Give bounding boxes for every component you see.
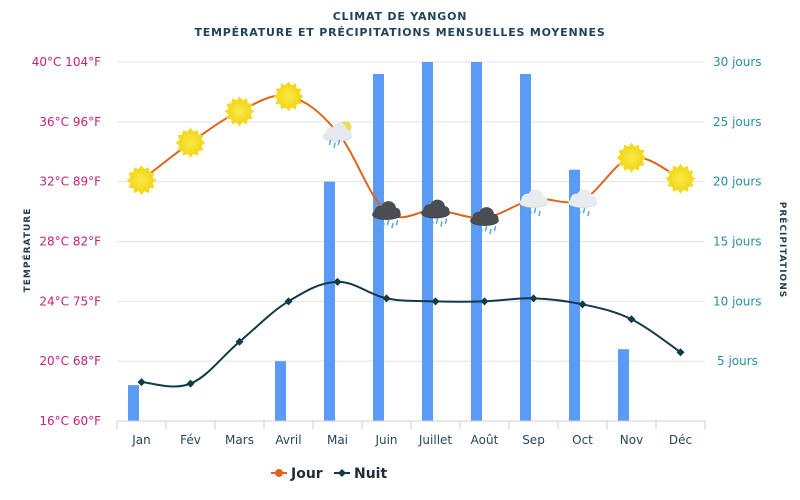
nuit-point[interactable] — [137, 378, 146, 387]
chart-title: CLIMAT DE YANGON — [332, 10, 468, 23]
right-tick-label: 30 jours — [713, 55, 762, 69]
nuit-point[interactable] — [333, 277, 342, 286]
heavy-rain-icon — [421, 199, 450, 227]
x-tick-label: Août — [471, 433, 499, 447]
right-tick-label: 10 jours — [713, 294, 762, 308]
chart-subtitle: TEMPÉRATURE ET PRÉCIPITATIONS MENSUELLES… — [194, 26, 606, 39]
sun-icon — [665, 163, 696, 194]
left-tick-label: 32°C 89°F — [39, 175, 101, 189]
legend: Jour Nuit — [271, 466, 387, 482]
left-tick-label: 20°C 68°F — [39, 354, 101, 368]
nuit-point[interactable] — [235, 337, 244, 346]
sun-disc — [277, 85, 300, 108]
right-tick-label: 20 jours — [713, 175, 762, 189]
precip-bar[interactable] — [618, 349, 629, 421]
nuit-point[interactable] — [578, 300, 587, 309]
sun-icon — [175, 127, 206, 158]
precip-bar[interactable] — [128, 385, 139, 421]
left-axis-title: TEMPÉRATURE — [21, 208, 33, 293]
left-tick-label: 28°C 82°F — [39, 235, 101, 249]
nuit-point[interactable] — [529, 294, 538, 303]
x-tick-label: Déc — [669, 433, 692, 447]
x-tick-label: Oct — [572, 433, 593, 447]
legend-jour-marker-icon — [275, 469, 283, 477]
x-tick-label: Mai — [327, 433, 348, 447]
right-axis-title: PRÉCIPITATIONS — [777, 202, 789, 298]
x-tick-label: Juin — [374, 433, 397, 447]
nuit-point[interactable] — [480, 297, 489, 306]
sun-icon — [126, 165, 157, 196]
nuit-point[interactable] — [627, 315, 636, 324]
x-tick-label: Mars — [225, 433, 254, 447]
x-tick-label: Juillet — [418, 433, 453, 447]
x-tick-label: Avril — [275, 433, 301, 447]
legend-item-nuit[interactable]: Nuit — [334, 466, 387, 482]
left-tick-label: 40°C 104°F — [32, 55, 101, 69]
right-tick-label: 5 jours — [717, 354, 758, 368]
nuit-point[interactable] — [676, 348, 685, 357]
x-tick-label: Jan — [131, 433, 151, 447]
legend-nuit-label: Nuit — [354, 466, 387, 482]
legend-nuit-marker-icon — [338, 469, 346, 477]
precip-bar[interactable] — [569, 169, 580, 421]
right-tick-label: 25 jours — [713, 115, 762, 129]
legend-item-jour[interactable]: Jour — [271, 466, 323, 482]
light-rain-icon — [568, 189, 597, 217]
precip-bar[interactable] — [422, 62, 433, 421]
precip-bar[interactable] — [373, 73, 384, 421]
x-tick-label: Fév — [180, 433, 201, 447]
left-tick-label: 24°C 75°F — [39, 294, 101, 308]
precip-bar[interactable] — [471, 62, 482, 421]
partly-cloudy-rain-icon — [323, 121, 352, 149]
precip-bar[interactable] — [275, 361, 286, 421]
nuit-point[interactable] — [382, 294, 391, 303]
legend-jour-label: Jour — [290, 466, 323, 482]
left-tick-label: 16°C 60°F — [39, 414, 101, 428]
light-rain-icon — [519, 189, 548, 217]
sun-disc — [179, 131, 202, 154]
nuit-line — [141, 280, 682, 388]
sun-icon — [616, 142, 647, 173]
sun-disc — [620, 146, 643, 169]
right-tick-label: 15 jours — [713, 235, 762, 249]
sun-icon — [224, 96, 255, 127]
sun-disc — [228, 100, 251, 123]
sun-disc — [130, 169, 153, 192]
x-tick-label: Nov — [620, 433, 643, 447]
nuit-point[interactable] — [431, 297, 440, 306]
left-tick-label: 36°C 96°F — [39, 115, 101, 129]
nuit-point[interactable] — [284, 297, 293, 306]
sun-icon — [273, 81, 304, 112]
sun-disc — [669, 167, 692, 190]
heavy-rain-icon — [372, 201, 401, 229]
x-tick-label: Sep — [522, 433, 545, 447]
precip-bar[interactable] — [520, 73, 531, 421]
nuit-point[interactable] — [186, 379, 195, 388]
precip-bar[interactable] — [324, 181, 335, 421]
jour-line — [140, 94, 681, 219]
heavy-rain-icon — [470, 207, 499, 235]
